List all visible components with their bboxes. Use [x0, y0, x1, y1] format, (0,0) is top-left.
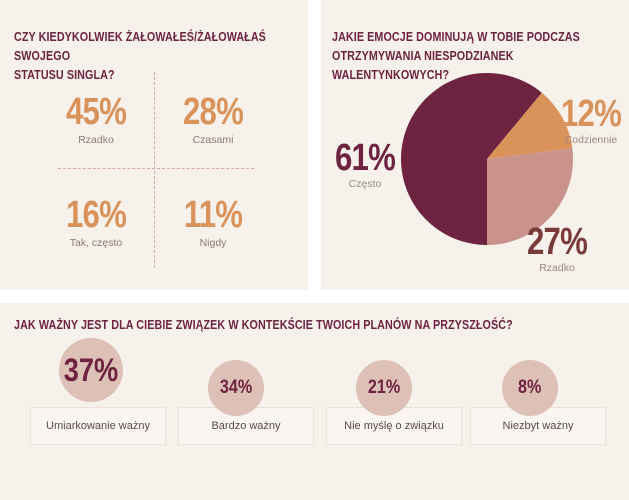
- emotions-panel: JAKIE EMOCJE DOMINUJĄ W TOBIE PODCZAS OT…: [321, 0, 629, 290]
- pie-slice-czesto: [401, 72, 542, 246]
- stat-value: 11%: [183, 194, 243, 236]
- stat-tak-czesto: 16% Tak, często: [36, 195, 156, 249]
- single-status-title-line1: CZY KIEDYKOLWIEK ŻAŁOWAŁEŚ/ŻAŁOWAŁAŚ SWO…: [14, 30, 266, 63]
- importance-title: JAK WAŻNY JEST DLA CIEBIE ZWIĄZEK W KONT…: [14, 318, 513, 332]
- importance-value: 37%: [63, 351, 119, 388]
- option-label: Umiarkowanie ważny: [46, 420, 150, 432]
- pie-value: 27%: [527, 221, 588, 263]
- emotions-title-line2: OTRZYMYWANIA NIESPODZIANEK WALENTYNKOWYC…: [332, 49, 514, 82]
- stat-value: 45%: [66, 91, 127, 133]
- pie-label-codziennie: 12% Codziennie: [551, 94, 629, 146]
- pie-category: Rzadko: [539, 262, 575, 274]
- pie-label-rzadko: 27% Rzadko: [517, 222, 597, 274]
- importance-panel: JAK WAŻNY JEST DLA CIEBIE ZWIĄZEK W KONT…: [0, 303, 629, 500]
- vertical-divider: [154, 72, 155, 268]
- emotions-title-line1: JAKIE EMOCJE DOMINUJĄ W TOBIE PODCZAS: [332, 30, 580, 44]
- single-status-panel: CZY KIEDYKOLWIEK ŻAŁOWAŁEŚ/ŻAŁOWAŁAŚ SWO…: [0, 0, 308, 290]
- stat-label: Tak, często: [69, 237, 123, 249]
- importance-circle: 37%: [59, 338, 123, 402]
- option-box: Umiarkowanie ważny: [30, 407, 166, 445]
- stat-label: Czasami: [192, 134, 234, 146]
- stat-label: Nigdy: [199, 237, 227, 249]
- importance-circle: 21%: [356, 360, 412, 416]
- pie-value: 61%: [335, 137, 396, 179]
- stat-value: 16%: [66, 194, 127, 236]
- option-label: Niezbyt ważny: [502, 420, 574, 432]
- pie-slice-codziennie: [487, 92, 573, 159]
- pie-category: Codziennie: [564, 134, 618, 146]
- stat-czasami: 28% Czasami: [153, 92, 273, 146]
- pie-slice-rzadko: [487, 148, 573, 245]
- emotions-title: JAKIE EMOCJE DOMINUJĄ W TOBIE PODCZAS OT…: [332, 28, 616, 85]
- single-status-title: CZY KIEDYKOLWIEK ŻAŁOWAŁEŚ/ŻAŁOWAŁAŚ SWO…: [14, 28, 272, 85]
- single-status-title-line2: STATUSU SINGLA?: [14, 68, 115, 82]
- pie-value: 12%: [561, 93, 622, 135]
- option-label: Nie myślę o związku: [344, 420, 444, 432]
- stat-label: Rzadko: [78, 134, 114, 146]
- stat-nigdy: 11% Nigdy: [153, 195, 273, 249]
- pie-chart: [401, 72, 573, 246]
- importance-value: 8%: [518, 377, 542, 398]
- importance-circle: 34%: [208, 360, 264, 416]
- horizontal-divider: [58, 168, 254, 169]
- importance-circle: 8%: [502, 360, 558, 416]
- importance-value: 34%: [219, 377, 253, 398]
- stat-rzadko: 45% Rzadko: [36, 92, 156, 146]
- option-label: Bardzo ważny: [211, 420, 281, 432]
- importance-value: 21%: [367, 377, 401, 398]
- stat-value: 28%: [183, 91, 244, 133]
- pie-label-czesto: 61% Często: [325, 138, 405, 190]
- pie-category: Często: [348, 178, 382, 190]
